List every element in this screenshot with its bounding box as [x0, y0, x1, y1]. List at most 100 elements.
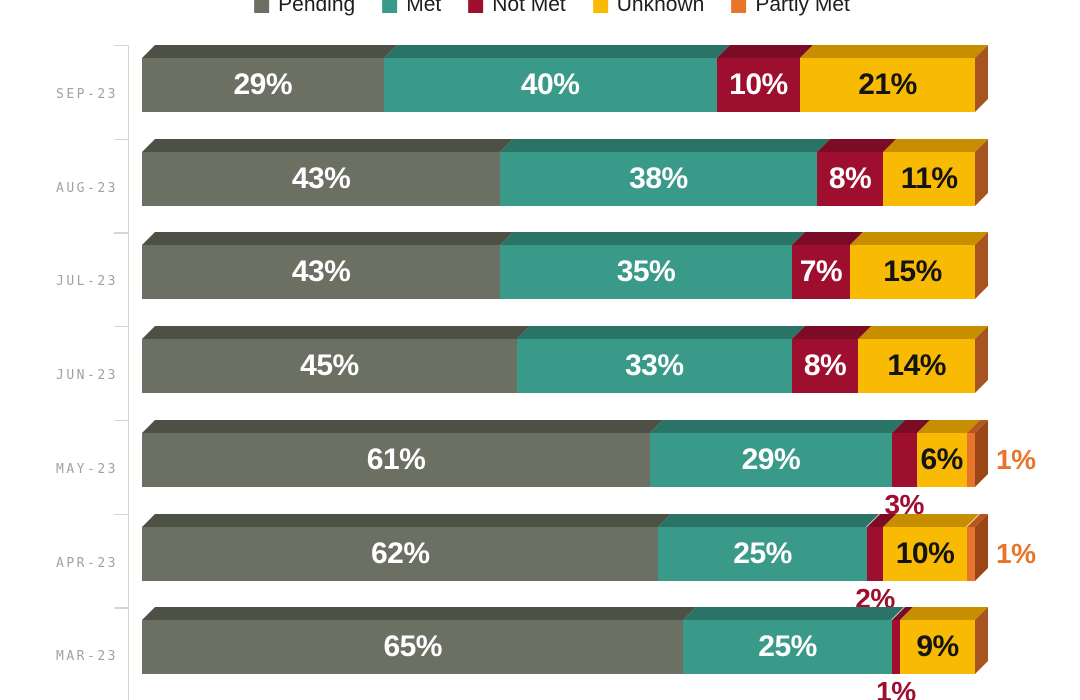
bar-segment-top-face — [142, 419, 664, 433]
value-label-pending-mar-23: 65% — [383, 630, 442, 664]
legend-item-unknown: Unknown — [592, 0, 705, 17]
bar-segment-pending-sep-23[interactable] — [142, 58, 384, 112]
value-label-unknown-sep-23: 21% — [858, 68, 917, 101]
bar-side-face — [975, 45, 988, 112]
value-label-met-aug-23: 38% — [629, 161, 688, 195]
bar-segment-top-face — [142, 138, 514, 152]
value-label-partly-met-apr-23: 1% — [996, 537, 1036, 569]
bar-segment-top-face — [683, 607, 905, 621]
value-label-pending-jun-23: 45% — [300, 349, 359, 383]
value-label-met-may-23: 29% — [741, 442, 801, 476]
bar-segment-pending-mar-23[interactable] — [142, 620, 684, 675]
value-label-not-met-jun-23: 8% — [803, 349, 847, 383]
value-label-partly-met-may-23: 1% — [996, 443, 1036, 475]
bar-segment-not-met-aug-23[interactable] — [816, 151, 884, 206]
value-label-pending-jul-23: 43% — [291, 255, 351, 289]
bar-segment-not-met-jun-23[interactable] — [791, 339, 859, 394]
bar-side-face — [975, 419, 988, 487]
legend-label: Pending — [278, 0, 356, 16]
value-label-not-met-sep-23: 10% — [729, 68, 788, 101]
y-axis-tick — [114, 326, 128, 328]
legend-item-pending: Pending — [254, 0, 355, 17]
legend-swatch-unknown-icon — [592, 0, 608, 13]
y-axis-label-aug-23: AUG-23 — [56, 180, 118, 196]
bar-segment-unknown-may-23[interactable] — [916, 432, 967, 487]
bar-segment-not-met-jul-23[interactable] — [791, 245, 851, 300]
y-axis-label-jul-23: JUL-23 — [56, 274, 118, 290]
y-axis-tick — [114, 45, 128, 47]
value-label-met-jun-23: 33% — [625, 349, 684, 383]
legend-label: Not Met — [492, 0, 566, 16]
bar-segment-met-jun-23[interactable] — [516, 339, 792, 394]
bar-segment-partly-met-may-23[interactable] — [966, 432, 975, 487]
value-label-met-sep-23: 40% — [520, 68, 580, 101]
value-label-not-met-jul-23: 7% — [799, 255, 843, 289]
legend-item-partly-met: Partly Met — [731, 0, 850, 17]
bar-segment-top-face — [658, 513, 880, 527]
bar-segment-unknown-aug-23[interactable] — [883, 151, 975, 206]
bar-segment-not-met-mar-23[interactable] — [891, 620, 901, 675]
bar-segment-top-face — [850, 232, 988, 246]
legend-swatch-partly-met-icon — [731, 0, 747, 13]
legend-swatch-pending-icon — [254, 0, 270, 13]
bar-segment-unknown-jun-23[interactable] — [858, 339, 975, 394]
legend-label: Unknown — [616, 0, 705, 16]
value-label-pending-sep-23: 29% — [233, 68, 293, 101]
value-label-not-met-mar-23: 1% — [876, 676, 916, 700]
value-label-met-apr-23: 25% — [733, 536, 792, 570]
bar-segment-partly-met-apr-23[interactable] — [966, 526, 975, 581]
y-axis-label-apr-23: APR-23 — [56, 555, 118, 571]
y-axis-label-mar-23: MAR-23 — [56, 649, 118, 665]
bar-segment-unknown-jul-23[interactable] — [850, 245, 975, 300]
bar-segment-unknown-mar-23[interactable] — [900, 620, 975, 675]
bar-segment-not-met-sep-23[interactable] — [716, 58, 801, 112]
value-label-unknown-may-23: 6% — [920, 442, 963, 476]
bar-segment-top-face — [858, 326, 988, 340]
bar-segment-not-met-may-23[interactable] — [891, 432, 917, 487]
bar-segment-top-face — [800, 45, 988, 58]
bar-segment-top-face — [716, 45, 814, 58]
legend-swatch-not-met-icon — [468, 0, 484, 13]
bar-segment-top-face — [142, 607, 697, 621]
bar-segment-met-apr-23[interactable] — [658, 526, 867, 581]
bar-segment-unknown-apr-23[interactable] — [883, 526, 967, 581]
bar-segment-met-may-23[interactable] — [650, 432, 892, 487]
y-axis-tick — [114, 513, 128, 515]
bar-segment-unknown-sep-23[interactable] — [800, 58, 975, 112]
bar-segment-not-met-apr-23[interactable] — [866, 526, 884, 581]
y-axis-tick — [114, 138, 128, 141]
bar-segment-top-face — [383, 45, 730, 58]
value-label-unknown-jun-23: 14% — [887, 349, 946, 383]
value-label-met-mar-23: 25% — [758, 630, 817, 664]
value-label-unknown-apr-23: 10% — [895, 536, 955, 570]
chart-legend: Pending Met Not Met Unknown Partly Met — [254, 0, 850, 17]
bar-segment-pending-jun-23[interactable] — [142, 339, 517, 394]
bar-segment-top-face — [142, 326, 530, 340]
bar-segment-top-face — [883, 138, 988, 152]
y-axis-label-may-23: MAY-23 — [56, 461, 118, 477]
bar-segment-met-jul-23[interactable] — [500, 245, 792, 300]
bar-segment-pending-apr-23[interactable] — [142, 526, 659, 581]
bar-side-face — [975, 513, 988, 581]
bar-segment-top-face — [142, 513, 672, 527]
bar-segment-pending-may-23[interactable] — [142, 432, 651, 487]
value-label-not-met-aug-23: 8% — [828, 161, 872, 195]
y-axis-label-sep-23: SEP-23 — [56, 87, 118, 102]
value-label-met-jul-23: 35% — [616, 255, 676, 289]
y-axis-line — [128, 45, 130, 700]
value-label-unknown-jul-23: 15% — [883, 255, 942, 289]
legend-item-met: Met — [382, 0, 441, 17]
value-label-unknown-aug-23: 11% — [900, 161, 958, 195]
bar-side-face — [975, 138, 988, 206]
legend-item-not-met: Not Met — [468, 0, 566, 17]
bar-segment-met-aug-23[interactable] — [500, 151, 817, 206]
legend-swatch-met-icon — [382, 0, 398, 13]
bar-segment-pending-aug-23[interactable] — [142, 151, 501, 206]
bar-segment-met-mar-23[interactable] — [683, 620, 892, 675]
bar-segment-pending-jul-23[interactable] — [142, 245, 501, 300]
bar-side-face — [975, 607, 988, 675]
legend-label: Partly Met — [755, 0, 850, 16]
bar-segment-met-sep-23[interactable] — [383, 58, 717, 112]
bar-segment-top-face — [650, 419, 905, 433]
